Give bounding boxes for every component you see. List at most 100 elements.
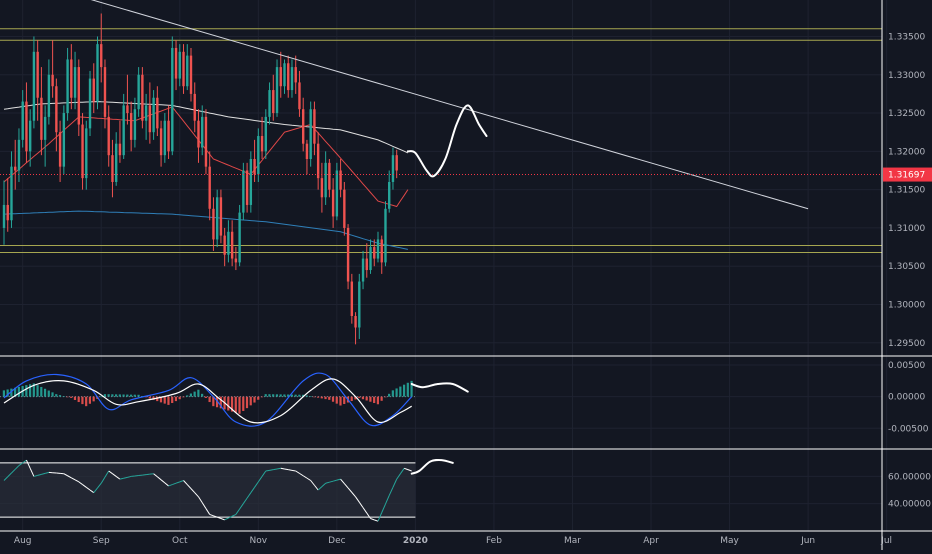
x-tick-label-Feb: Feb (486, 536, 502, 546)
candle-body (134, 109, 136, 140)
rsi-line-segment (277, 468, 281, 469)
macd-histogram-bar (366, 397, 368, 401)
price-tick-label: 1.32500 (888, 109, 925, 119)
macd-histogram-bar (261, 397, 263, 398)
candle-body (339, 170, 341, 189)
candle-body (276, 67, 278, 113)
macd-histogram-bar (317, 397, 319, 398)
macd-histogram-bar (295, 395, 297, 397)
macd-histogram-bar (298, 395, 300, 397)
candle-body (18, 140, 20, 171)
macd-histogram-bar (48, 391, 50, 397)
candle-body (130, 113, 132, 140)
rsi-line-segment (266, 470, 270, 471)
candle-body (126, 105, 128, 113)
candle-body (309, 109, 311, 159)
macd-histogram-bar (44, 389, 46, 397)
macd-histogram-bar (55, 394, 57, 397)
macd-histogram-bar (171, 397, 173, 403)
macd-histogram-bar (130, 395, 132, 397)
rsi-line-segment (288, 470, 292, 471)
candle-body (272, 90, 274, 113)
candle-body (317, 144, 319, 178)
candle-body (141, 75, 143, 121)
candle-body (216, 197, 218, 239)
macd-histogram-bar (257, 397, 259, 400)
candle-body (156, 98, 158, 129)
macd-histogram-bar (388, 394, 390, 397)
x-tick-label-Jun: Jun (800, 536, 815, 546)
candle-body (119, 144, 121, 155)
candle-body (108, 117, 110, 155)
candle-body (89, 79, 91, 129)
macd-histogram-bar (186, 395, 188, 396)
macd-histogram-bar (78, 397, 80, 402)
macd-histogram-bar (179, 397, 181, 400)
candle-body (373, 247, 375, 258)
candle-body (280, 67, 282, 86)
candle-body (328, 163, 330, 190)
current-price-label: 1.31697 (888, 171, 925, 181)
candle-body (122, 105, 124, 155)
candle-body (22, 102, 24, 140)
price-tick-label: 1.33500 (888, 32, 925, 42)
candle-body (306, 144, 308, 159)
candle-body (44, 117, 46, 140)
candle-body (36, 52, 38, 98)
macd-histogram-bar (209, 397, 211, 402)
candle-body (100, 44, 102, 67)
macd-histogram-bar (377, 397, 379, 405)
candle-body (358, 282, 360, 328)
candle-body (324, 163, 326, 197)
macd-histogram-bar (332, 397, 334, 402)
candle-body (179, 52, 181, 79)
macd-histogram-bar (343, 397, 345, 404)
x-tick-label-Aug: Aug (14, 536, 32, 546)
candle-body (223, 236, 225, 255)
x-tick-label-Jul: Jul (880, 536, 892, 546)
x-tick-label-May: May (720, 536, 739, 546)
price-tick-label: 1.29500 (888, 339, 925, 349)
candle-body (246, 170, 248, 204)
macd-histogram-bar (115, 394, 117, 396)
candle-body (201, 117, 203, 148)
candle-body (70, 59, 72, 97)
x-tick-label-Sep: Sep (93, 536, 110, 546)
candle-body (250, 159, 252, 205)
x-tick-label-Apr: Apr (643, 536, 659, 546)
candle-body (253, 159, 255, 174)
macd-histogram-bar (18, 387, 20, 397)
macd-tick-label: -0.00500 (888, 424, 929, 434)
macd-tick-label: 0.00500 (888, 361, 925, 371)
candle-body (362, 259, 364, 282)
candle-body (265, 117, 267, 151)
candle-body (354, 316, 356, 327)
candle-body (388, 182, 390, 209)
candle-body (145, 105, 147, 120)
candle-body (321, 178, 323, 197)
candle-body (137, 75, 139, 109)
rsi-panel[interactable] (0, 460, 453, 521)
candle-body (7, 205, 9, 220)
candle-body (59, 132, 61, 166)
candle-body (231, 232, 233, 259)
x-tick-label-Oct: Oct (172, 536, 188, 546)
macd-histogram-bar (126, 395, 128, 397)
candle-body (25, 102, 27, 152)
price-tick-label: 1.31000 (888, 224, 925, 234)
macd-histogram-bar (280, 394, 282, 396)
price-tick-label: 1.33000 (888, 71, 925, 81)
macd-histogram-bar (182, 397, 184, 398)
candle-body (74, 67, 76, 98)
candle-body (40, 98, 42, 140)
macd-histogram-bar (306, 396, 308, 397)
macd-histogram-bar (309, 396, 311, 397)
macd-histogram-bar (313, 397, 315, 398)
candle-body (291, 67, 293, 90)
rsi-band-fill (0, 463, 415, 517)
macd-histogram-bar (373, 397, 375, 403)
macd-histogram-bar (392, 390, 394, 396)
price-tick-label: 1.32000 (888, 147, 925, 157)
rsi-line-segment (292, 470, 296, 471)
